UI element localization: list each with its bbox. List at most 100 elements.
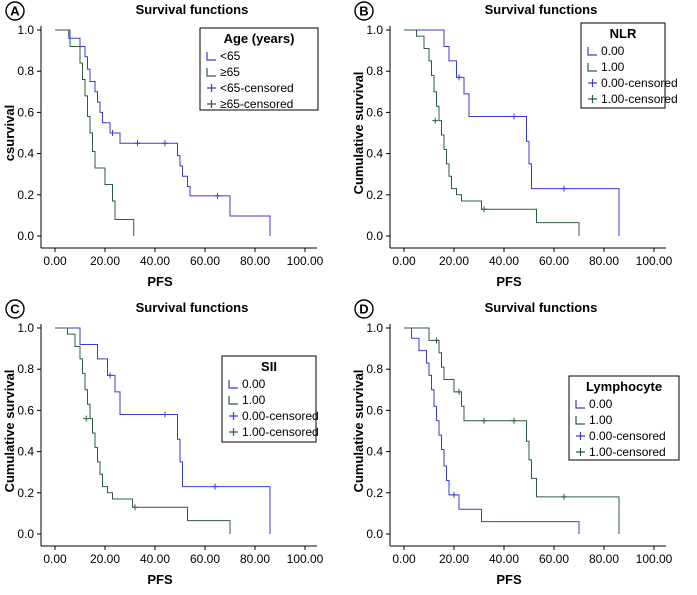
censor-mark (451, 491, 457, 498)
legend-title: Lymphocyte (586, 379, 662, 394)
x-tick-label: 80.00 (240, 552, 270, 566)
x-tick-label: 20.00 (90, 254, 120, 268)
y-tick-label: 0.4 (366, 147, 383, 161)
y-axis-label: Cumulative survival (2, 370, 17, 493)
y-tick-label: 0.4 (366, 445, 383, 459)
survival-curve-series-1 (55, 327, 271, 534)
censor-mark (214, 192, 221, 199)
censor-mark (481, 206, 487, 213)
panel-label: C (10, 302, 20, 317)
chart-svg: A Survival functions 0.0 0.2 0.4 0.6 0.8 1.0 0.0… (2, 1, 324, 289)
legend-line-swatch (206, 68, 216, 77)
y-tick-label: 0.0 (366, 229, 383, 243)
legend-line-swatch (228, 380, 238, 389)
y-tick-label: 0.0 (17, 527, 34, 541)
survival-curve-series-2 (404, 327, 620, 534)
legend-line-swatch (228, 396, 238, 405)
censor-mark (212, 483, 218, 490)
legend-line-swatch (587, 63, 597, 72)
censor-mark (561, 493, 567, 500)
y-tick-label: 0.0 (17, 229, 34, 243)
legend-line-swatch (587, 47, 597, 56)
x-tick-label: 60.00 (190, 254, 220, 268)
panel-c: C Survival functions 0.0 0.2 0.4 0.6 0.8 1.0 0.0… (0, 298, 348, 595)
legend-censor-swatch (207, 84, 216, 92)
censor-mark (432, 117, 439, 124)
legend-censor-swatch (588, 79, 597, 87)
panel-label-circle (354, 1, 374, 21)
x-tick-label: 0.00 (43, 254, 67, 268)
y-tick-label: 0.8 (17, 64, 34, 78)
x-tick-label: 80.00 (589, 254, 619, 268)
panel-a: A Survival functions 0.0 0.2 0.4 0.6 0.8 1.0 0.0… (0, 0, 348, 297)
panel-label-circle (5, 299, 25, 319)
legend-entry: <65-censored (220, 81, 294, 95)
x-tick-label: 100.00 (636, 254, 673, 268)
y-tick-label: 1.0 (17, 321, 34, 335)
y-axis-label: Cumulative survival (351, 370, 366, 493)
legend-entry: 0.00 (242, 377, 266, 391)
legend-entry: 1.00-censored (242, 425, 319, 439)
x-tick-label: 60.00 (539, 552, 569, 566)
legend-line-swatch (575, 400, 585, 409)
legend-line-swatch (575, 416, 585, 425)
y-tick-label: 0.8 (17, 362, 34, 376)
survival-curve-series-2 (55, 327, 231, 534)
y-tick-label: 0.4 (17, 147, 34, 161)
y-tick-label: 0.2 (17, 188, 34, 202)
x-tick-label: 80.00 (589, 552, 619, 566)
censor-mark (162, 140, 168, 147)
legend-box (580, 22, 666, 109)
y-tick-label: 1.0 (366, 23, 383, 37)
censor-mark (511, 417, 517, 424)
legend-censor-swatch (588, 95, 597, 103)
legend-entry: 1.00 (601, 60, 625, 74)
y-tick-label: 0.6 (366, 105, 383, 119)
chart-title: Survival functions (485, 300, 598, 315)
panel-label: B (359, 4, 368, 19)
y-tick-label: 1.0 (17, 23, 34, 37)
legend-entry: 1.00-censored (601, 92, 678, 106)
y-tick-label: 0.8 (366, 362, 383, 376)
legend-entry: 0.00-censored (589, 429, 666, 443)
y-tick-label: 0.8 (366, 64, 383, 78)
x-tick-label: 20.00 (439, 552, 469, 566)
y-tick-label: 0.6 (366, 403, 383, 417)
panel-b: B Survival functions 0.0 0.2 0.4 0.6 0.8 1.0 0.0… (349, 0, 697, 297)
legend-entry: 0.00 (589, 397, 613, 411)
chart-svg: B Survival functions 0.0 0.2 0.4 0.6 0.8 1.0 0.0… (351, 1, 678, 289)
censor-mark (132, 504, 138, 511)
survival-curve-series-2 (55, 29, 135, 236)
y-tick-label: 0.6 (17, 403, 34, 417)
x-tick-label: 80.00 (240, 254, 270, 268)
survival-curve-series-1 (404, 29, 620, 236)
chart-svg: D Survival functions 0.0 0.2 0.4 0.6 0.8 1.0 0.0… (351, 299, 680, 587)
panel-label: D (359, 302, 368, 317)
legend-line-swatch (206, 52, 216, 61)
legend-censor-swatch (576, 448, 585, 456)
censor-mark (511, 113, 517, 120)
y-axis-label: csurvival (2, 105, 17, 161)
y-tick-label: 1.0 (366, 321, 383, 335)
censor-mark (107, 372, 113, 379)
x-tick-label: 40.00 (140, 552, 170, 566)
legend-title: SII (261, 359, 277, 374)
censor-mark (433, 337, 440, 344)
x-tick-label: 100.00 (636, 552, 673, 566)
legend-entry: ≥65 (220, 65, 240, 79)
legend-entry: 1.00 (242, 393, 266, 407)
censor-mark (456, 388, 462, 395)
censor-mark (134, 140, 141, 147)
legend-entry: 0.00-censored (601, 76, 678, 90)
legend-entry: 1.00 (589, 413, 613, 427)
x-axis-label: PFS (496, 274, 522, 289)
panel-label-circle (5, 1, 25, 21)
panel-label: A (10, 4, 20, 19)
legend-censor-swatch (207, 100, 216, 108)
legend-entry: ≥65-censored (220, 97, 293, 111)
x-tick-label: 40.00 (140, 254, 170, 268)
x-axis-label: PFS (147, 274, 173, 289)
y-tick-label: 0.2 (17, 486, 34, 500)
censor-mark (456, 74, 462, 81)
